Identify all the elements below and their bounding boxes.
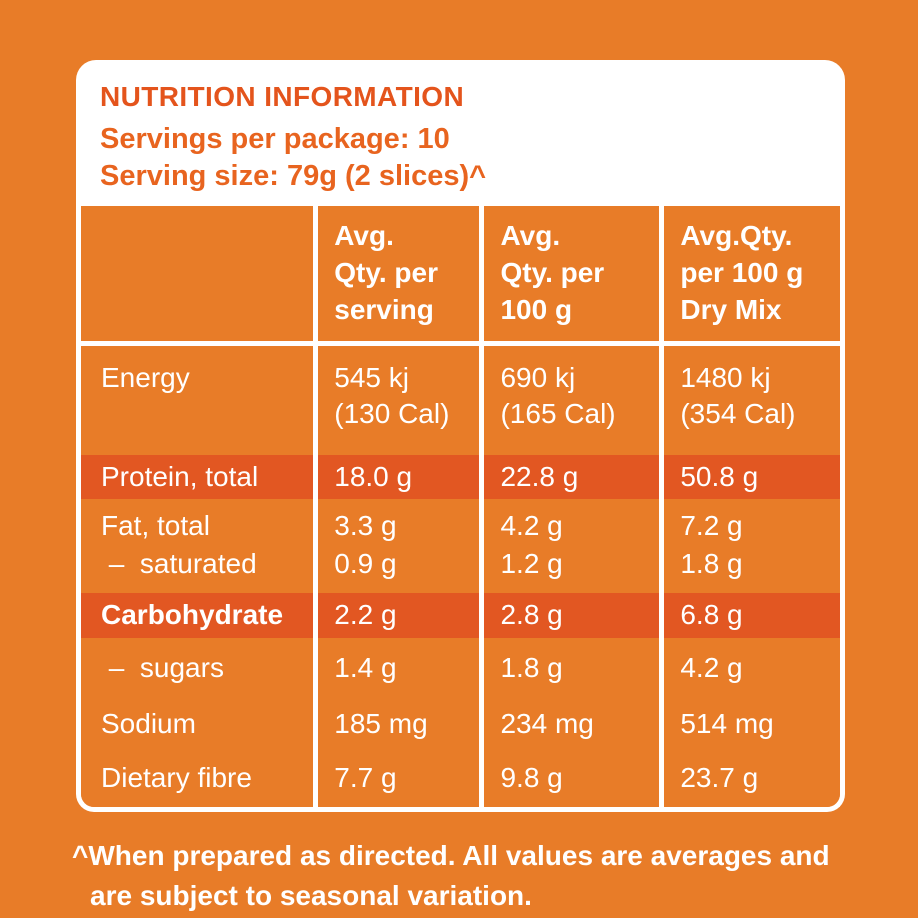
- value-cell: 1.4 g: [313, 637, 480, 699]
- value-cell: 514 mg: [659, 698, 840, 751]
- header-avg-qty-100g-dry-mix: Avg.Qty. per 100 g Dry Mix: [659, 206, 840, 346]
- row-label: Sodium: [81, 698, 314, 751]
- header-empty-cell: [81, 206, 314, 346]
- row-label: Energy: [81, 345, 314, 455]
- table-row-energy: Energy 545 kj (130 Cal) 690 kj (165 Cal)…: [81, 345, 840, 455]
- table-row-dietary-fibre: Dietary fibre 7.7 g 9.8 g 23.7 g: [81, 750, 840, 807]
- value-cell: 23.7 g: [659, 750, 840, 807]
- value-cell: 3.3 g 0.9 g: [313, 499, 480, 594]
- table-row-fat: Fat, total – saturated 3.3 g 0.9 g 4.2 g…: [81, 499, 840, 594]
- value-cell: 6.8 g: [659, 593, 840, 638]
- table-row-sugars: – sugars 1.4 g 1.8 g 4.2 g: [81, 637, 840, 699]
- value-cell: 7.2 g 1.8 g: [659, 499, 840, 594]
- value-cell: 234 mg: [479, 698, 660, 751]
- value-cell: 2.2 g: [313, 593, 480, 638]
- row-label: Dietary fibre: [81, 750, 314, 807]
- footnote: ^When prepared as directed. All values a…: [72, 839, 830, 912]
- value-cell: 7.7 g: [313, 750, 480, 807]
- value-cell: 4.2 g: [659, 637, 840, 699]
- value-cell: 690 kj (165 Cal): [479, 345, 660, 455]
- value-cell: 9.8 g: [479, 750, 660, 807]
- value-cell: 22.8 g: [479, 454, 660, 500]
- header-avg-qty-100g: Avg. Qty. per 100 g: [479, 206, 660, 346]
- value-cell: 185 mg: [313, 698, 480, 751]
- table-row-carbohydrate: Carbohydrate 2.2 g 2.8 g 6.8 g: [81, 593, 840, 638]
- nutrition-table: Avg. Qty. per serving Avg. Qty. per 100 …: [81, 206, 840, 807]
- row-label: – sugars: [81, 637, 314, 699]
- serving-size: Serving size: 79g (2 slices)^: [100, 159, 487, 192]
- value-cell: 50.8 g: [659, 454, 840, 500]
- table-header-row: Avg. Qty. per serving Avg. Qty. per 100 …: [81, 206, 840, 346]
- value-cell: 4.2 g 1.2 g: [479, 499, 660, 594]
- value-cell: 2.8 g: [479, 593, 660, 638]
- nutrition-info-panel: NUTRITION INFORMATION Servings per packa…: [76, 60, 845, 207]
- servings-per-package: Servings per package: 10: [100, 123, 450, 155]
- page-title: NUTRITION INFORMATION: [100, 81, 465, 112]
- value-cell: 545 kj (130 Cal): [313, 345, 480, 455]
- value-cell: 1480 kj (354 Cal): [659, 345, 840, 455]
- nutrition-table-border: Avg. Qty. per serving Avg. Qty. per 100 …: [76, 206, 845, 812]
- row-label: Protein, total: [81, 454, 314, 500]
- table-row-sodium: Sodium 185 mg 234 mg 514 mg: [81, 698, 840, 751]
- value-cell: 18.0 g: [313, 454, 480, 500]
- table-row-protein: Protein, total 18.0 g 22.8 g 50.8 g: [81, 454, 840, 500]
- row-label: Carbohydrate: [81, 593, 314, 638]
- header-avg-qty-serving: Avg. Qty. per serving: [313, 206, 480, 346]
- value-cell: 1.8 g: [479, 637, 660, 699]
- row-label: Fat, total – saturated: [81, 499, 314, 594]
